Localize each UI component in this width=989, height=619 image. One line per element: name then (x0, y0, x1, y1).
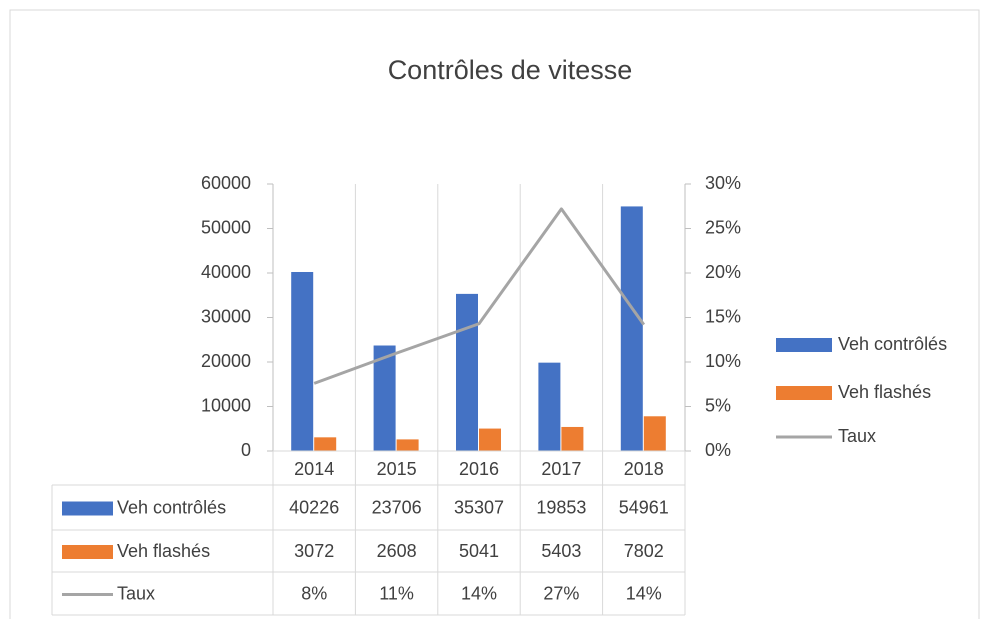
y2-tick-label: 10% (705, 351, 741, 371)
y2-tick-label: 30% (705, 173, 741, 193)
table-cell: 54961 (619, 497, 669, 517)
table-row-label: Veh contrôlés (117, 497, 226, 517)
table-cell: 5041 (459, 541, 499, 561)
y-tick-label: 40000 (201, 262, 251, 282)
legend-label: Veh contrôlés (838, 334, 947, 354)
bar (620, 206, 643, 451)
table-header: 2014 (294, 459, 334, 479)
table-cell: 19853 (536, 497, 586, 517)
table-header: 2016 (459, 459, 499, 479)
y-tick-label: 20000 (201, 351, 251, 371)
y2-tick-label: 15% (705, 306, 741, 326)
legend-label: Veh flashés (838, 382, 931, 402)
table-cell: 14% (461, 583, 497, 603)
table-cell: 35307 (454, 497, 504, 517)
legend-label: Taux (838, 426, 876, 446)
y2-tick-label: 5% (705, 395, 731, 415)
y-tick-label: 0 (241, 440, 251, 460)
table-cell: 8% (301, 583, 327, 603)
y2-tick-label: 0% (705, 440, 731, 460)
bar (456, 293, 478, 451)
table-cell: 40226 (289, 497, 339, 517)
table-header: 2015 (377, 459, 417, 479)
table-cell: 3072 (294, 541, 334, 561)
table-header: 2017 (541, 459, 581, 479)
table-header: 2018 (624, 459, 664, 479)
table-row-label: Veh flashés (117, 541, 210, 561)
y-tick-label: 50000 (201, 217, 251, 237)
table-cell: 2608 (377, 541, 417, 561)
y-tick-label: 60000 (201, 173, 251, 193)
bar (561, 426, 584, 451)
table-swatch (62, 545, 113, 559)
bar (479, 428, 501, 451)
bar (373, 345, 396, 451)
y-tick-label: 30000 (201, 306, 251, 326)
line-series (313, 207, 646, 385)
table-cell: 7802 (624, 541, 664, 561)
y2-tick-label: 25% (705, 217, 741, 237)
bar (643, 416, 666, 451)
table-cell: 23706 (372, 497, 422, 517)
chart-title: Contrôles de vitesse (388, 55, 633, 85)
bar (291, 271, 314, 451)
table-cell: 27% (543, 583, 579, 603)
y2-tick-label: 20% (705, 262, 741, 282)
bar (314, 437, 337, 451)
y-tick-label: 10000 (201, 395, 251, 415)
chart-frame (9, 9, 980, 619)
legend-swatch (776, 338, 832, 352)
bar (396, 439, 419, 451)
table-cell: 5403 (541, 541, 581, 561)
table-row-label: Taux (117, 583, 155, 603)
bar (538, 362, 561, 451)
table-swatch (62, 501, 113, 516)
legend-swatch (776, 386, 832, 400)
table-cell: 11% (379, 583, 414, 603)
table-cell: 14% (626, 583, 662, 603)
